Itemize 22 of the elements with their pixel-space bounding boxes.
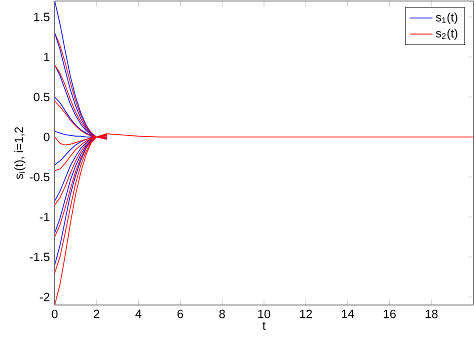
legend-label: s$_{1}$(t) — [436, 12, 458, 24]
y-tick-label: -1 — [40, 212, 50, 222]
y-tick-label: -0.5 — [30, 172, 50, 182]
x-tick-label: 2 — [94, 310, 100, 318]
x-tick-label: 10 — [258, 310, 270, 318]
y-axis-title: s$_{i}$(t), i=1,2 — [14, 127, 26, 180]
y-tick-label: 0 — [44, 132, 50, 142]
y-tick-label: -2 — [40, 292, 50, 302]
x-axis-title: t — [262, 322, 266, 330]
legend-label: s$_{2}$(t) — [436, 28, 458, 40]
y-tick-label: 1 — [44, 52, 50, 62]
x-tick-label: 12 — [300, 310, 312, 318]
y-tick-label: 0.5 — [34, 92, 50, 102]
x-tick-label: 6 — [178, 310, 184, 318]
x-tick-label: 16 — [384, 310, 396, 318]
x-tick-label: 14 — [342, 310, 354, 318]
y-tick-label: -1.5 — [30, 252, 50, 262]
x-tick-label: 8 — [219, 310, 225, 318]
y-tick-label: 1.5 — [34, 12, 50, 22]
x-tick-label: 0 — [52, 310, 58, 318]
x-tick-label: 18 — [426, 310, 438, 318]
x-tick-label: 4 — [135, 310, 142, 318]
